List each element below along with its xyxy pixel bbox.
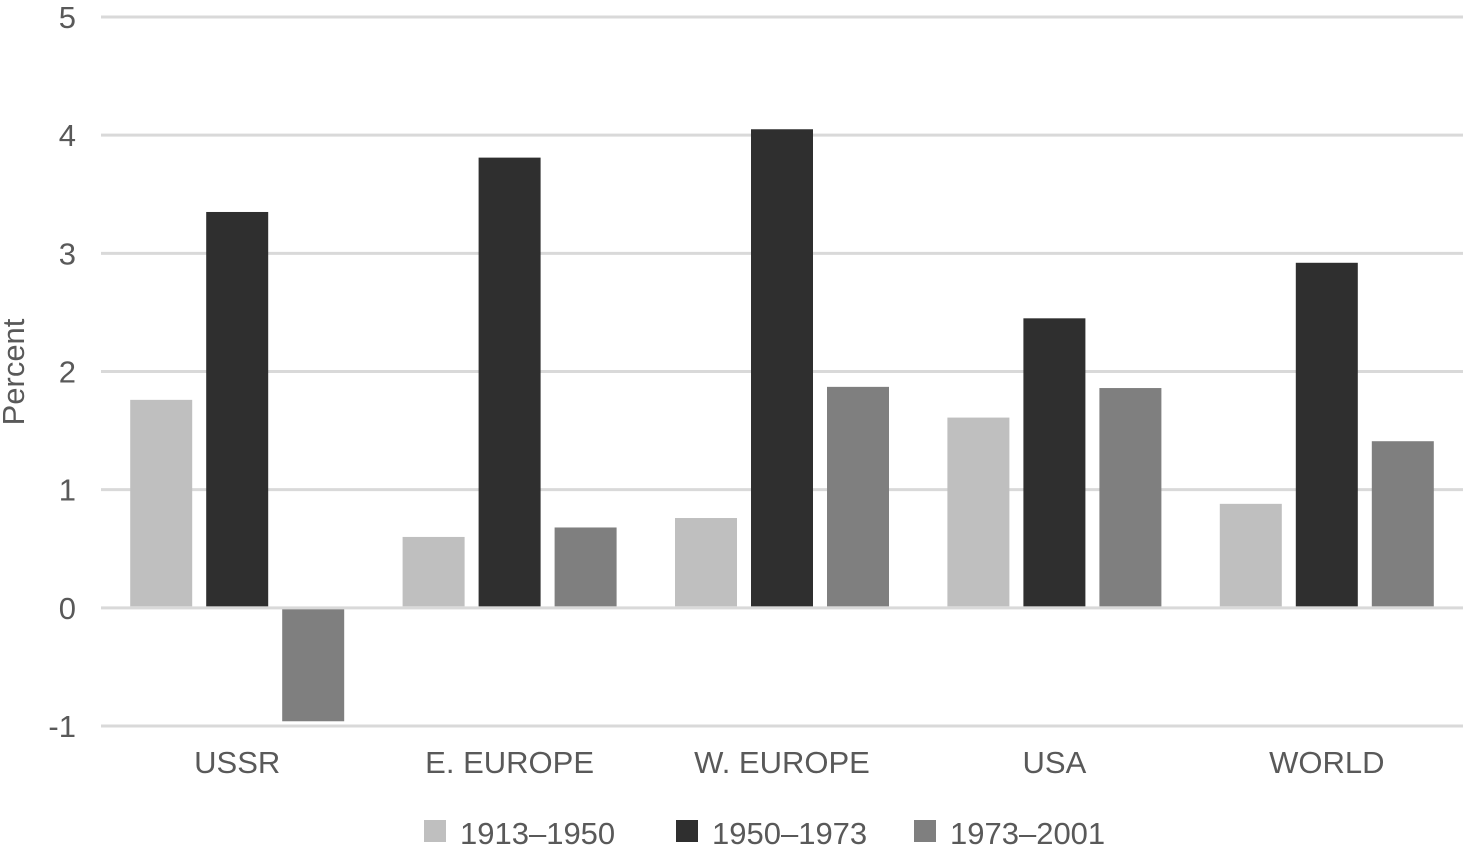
bar-world-series-2	[1295, 262, 1358, 607]
legend-swatch	[424, 820, 446, 842]
legend-swatch	[914, 820, 936, 842]
y-tick-label: 1	[59, 473, 76, 508]
bar-ussr-series-1	[130, 399, 193, 607]
bar-e-europe-series-3	[554, 527, 617, 607]
bar-usa-series-2	[1023, 318, 1086, 607]
y-tick-label: 0	[59, 591, 76, 626]
bar-w-europe-series-3	[827, 386, 889, 607]
legend-label: 1913–1950	[460, 816, 615, 846]
y-axis-title: Percent	[0, 318, 31, 425]
bar-e-europe-series-2	[478, 157, 541, 607]
legend-label: 1950–1973	[712, 816, 867, 846]
bar-world-series-3	[1371, 441, 1434, 607]
x-category-label: W. EUROPE	[694, 745, 870, 780]
bar-usa-series-3	[1099, 388, 1162, 607]
bar-w-europe-series-2	[751, 129, 813, 607]
x-category-label: USSR	[194, 745, 280, 780]
bar-world-series-1	[1219, 503, 1282, 607]
bar-w-europe-series-1	[675, 518, 737, 607]
y-tick-label: 2	[59, 355, 76, 390]
bar-e-europe-series-1	[402, 536, 465, 607]
y-tick-label: 3	[59, 236, 76, 271]
legend-label: 1973–2001	[950, 816, 1105, 846]
bar-ussr-series-3	[282, 609, 345, 722]
bar-usa-series-1	[947, 417, 1010, 607]
y-axis-tick-labels: -1 0 1 2 3 4 5	[48, 0, 76, 744]
x-category-label: USA	[1023, 745, 1087, 780]
legend-swatch	[676, 820, 698, 842]
bars	[130, 129, 1434, 722]
bar-ussr-series-2	[206, 211, 269, 607]
y-tick-label: -1	[48, 709, 76, 744]
x-category-label: E. EUROPE	[425, 745, 594, 780]
x-axis-category-labels: USSR E. EUROPE W. EUROPE USA WORLD	[194, 745, 1384, 780]
y-tick-label: 5	[59, 0, 76, 35]
x-category-label: WORLD	[1269, 745, 1384, 780]
legend: 1913–1950 1950–1973 1973–2001	[424, 816, 1105, 846]
y-tick-label: 4	[59, 118, 76, 153]
